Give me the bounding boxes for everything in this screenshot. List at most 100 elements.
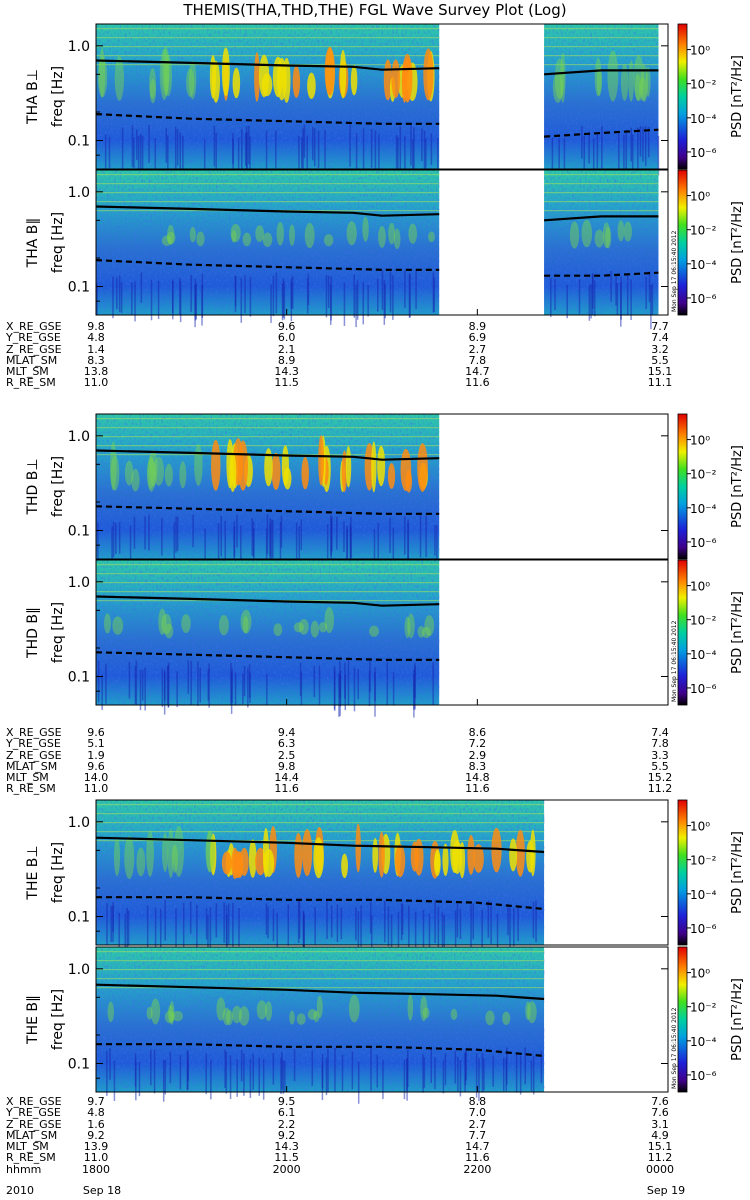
colorbar-tick-label: 10⁻⁴ xyxy=(690,258,717,272)
ephemeris-value: 7.7 xyxy=(651,320,669,333)
low-freq-streak xyxy=(252,521,255,557)
low-freq-streak xyxy=(433,277,435,312)
low-freq-streak xyxy=(657,135,660,176)
wave-burst xyxy=(304,222,315,249)
low-freq-streak xyxy=(642,126,644,162)
ephemeris-value: 14.7 xyxy=(465,365,490,379)
ephemeris-row: Z_RE_GSE 1.6 2.2 2.7 3.1 xyxy=(0,1118,750,1130)
spectral-band xyxy=(96,28,440,30)
low-freq-streak xyxy=(112,905,114,943)
wave-burst xyxy=(146,1006,153,1020)
wave-burst xyxy=(434,851,441,877)
spectral-band xyxy=(96,987,545,989)
ephemeris-value: 15.2 xyxy=(647,771,673,785)
ephemeris-value: 11.6 xyxy=(465,1151,490,1165)
low-freq-streak xyxy=(588,284,591,321)
low-freq-streak xyxy=(164,1060,167,1095)
low-freq-streak xyxy=(639,125,642,157)
low-freq-streak xyxy=(240,525,242,571)
low-freq-streak xyxy=(496,913,499,949)
ephemeris-value: 9.6 xyxy=(277,320,296,333)
spectral-band xyxy=(544,174,659,176)
low-freq-streak xyxy=(243,666,246,697)
ephemeris-value: 4.9 xyxy=(651,1128,669,1142)
solid-frequency-line xyxy=(95,205,440,217)
ephemeris-table-the: X_RE_GSE 9.7 9.5 8.8 7.6 Y_RE_GSE 4.8 6.1 7.0 7.6… xyxy=(0,1096,750,1175)
spectral-band xyxy=(96,582,440,584)
low-freq-streak xyxy=(566,284,568,319)
wave-burst xyxy=(554,58,565,100)
low-freq-streak xyxy=(382,1059,384,1100)
low-freq-streak xyxy=(236,514,238,548)
low-freq-streak xyxy=(113,1060,116,1101)
low-freq-streak xyxy=(190,660,192,706)
low-freq-streak xyxy=(217,523,220,566)
low-freq-streak xyxy=(578,279,581,315)
ephemeris-value: 2.9 xyxy=(468,748,487,762)
ephemeris-value: 9.5 xyxy=(277,1095,296,1108)
low-freq-streak xyxy=(179,132,181,178)
low-freq-streak xyxy=(355,284,357,328)
low-freq-streak xyxy=(224,1049,226,1088)
low-freq-streak xyxy=(313,128,316,167)
ephemeris-value: 14.3 xyxy=(274,1140,299,1154)
low-freq-streak xyxy=(187,1059,189,1090)
wave-burst xyxy=(407,613,415,639)
low-freq-streak xyxy=(204,528,206,566)
low-freq-streak xyxy=(153,1049,156,1094)
low-freq-streak xyxy=(530,1060,533,1091)
low-freq-streak xyxy=(97,660,100,703)
spectral-band xyxy=(96,37,440,39)
low-freq-streak xyxy=(272,908,275,942)
wave-burst xyxy=(348,994,360,1023)
low-freq-streak xyxy=(163,672,166,715)
wave-burst xyxy=(221,851,232,875)
low-freq-streak xyxy=(532,1056,535,1095)
low-freq-streak xyxy=(189,901,192,934)
low-freq-streak xyxy=(616,282,619,315)
low-freq-streak xyxy=(291,275,294,309)
year-label: 2010 xyxy=(6,1184,34,1197)
low-freq-streak xyxy=(301,137,303,169)
y-tick-label: 0.1 xyxy=(68,523,90,539)
low-freq-streak xyxy=(146,905,149,949)
wave-burst xyxy=(162,832,169,872)
dashed-frequency-line xyxy=(95,505,440,515)
low-freq-streak xyxy=(620,282,622,327)
dashed-frequency-line xyxy=(95,651,440,661)
wave-burst xyxy=(189,226,196,243)
low-freq-streak xyxy=(505,1058,507,1092)
wave-burst xyxy=(509,838,518,872)
ephemeris-label: MLAT_SM xyxy=(6,353,58,367)
spectrogram-texture xyxy=(96,560,440,705)
low-freq-streak xyxy=(430,133,433,165)
ephemeris-value: 14.0 xyxy=(83,771,109,785)
colorbar-the-bpar: 10⁰ 10⁻² 10⁻⁴ 10⁻⁶ PSD [nT²/Hz] Mon Sep 17 06… xyxy=(671,946,745,1093)
ephemeris-row: MLAT_SM 8.3 8.9 7.8 5.5 xyxy=(0,353,750,367)
low-freq-streak xyxy=(583,135,585,176)
ephemeris-row: X_RE_GSE 9.8 9.6 8.9 7.7 xyxy=(0,320,750,333)
wave-burst xyxy=(229,451,237,493)
low-freq-streak xyxy=(414,663,416,698)
low-freq-streak xyxy=(384,900,386,943)
low-freq-streak xyxy=(154,907,157,948)
low-freq-streak xyxy=(407,522,409,562)
ephemeris-value: 7.7 xyxy=(468,1128,487,1142)
low-freq-streak xyxy=(410,125,412,166)
panel-tha-bperp: 1.0 0.1 THA B⊥ freq [Hz] xyxy=(25,23,669,181)
ephemeris-value: 11.6 xyxy=(465,376,490,390)
solid-frequency-line xyxy=(95,449,440,461)
low-freq-streak xyxy=(434,524,436,556)
low-freq-streak xyxy=(401,903,404,935)
wave-burst xyxy=(107,1001,115,1023)
low-freq-streak xyxy=(236,1059,238,1097)
low-freq-streak xyxy=(442,1060,445,1094)
wave-burst xyxy=(294,832,303,878)
wave-burst xyxy=(318,435,324,486)
low-freq-streak xyxy=(104,134,107,173)
low-freq-streak xyxy=(425,138,427,181)
start-date-label: Sep 18 xyxy=(82,1184,122,1197)
spectral-band xyxy=(544,37,659,39)
freq-axis-label: freq [Hz] xyxy=(50,602,66,663)
